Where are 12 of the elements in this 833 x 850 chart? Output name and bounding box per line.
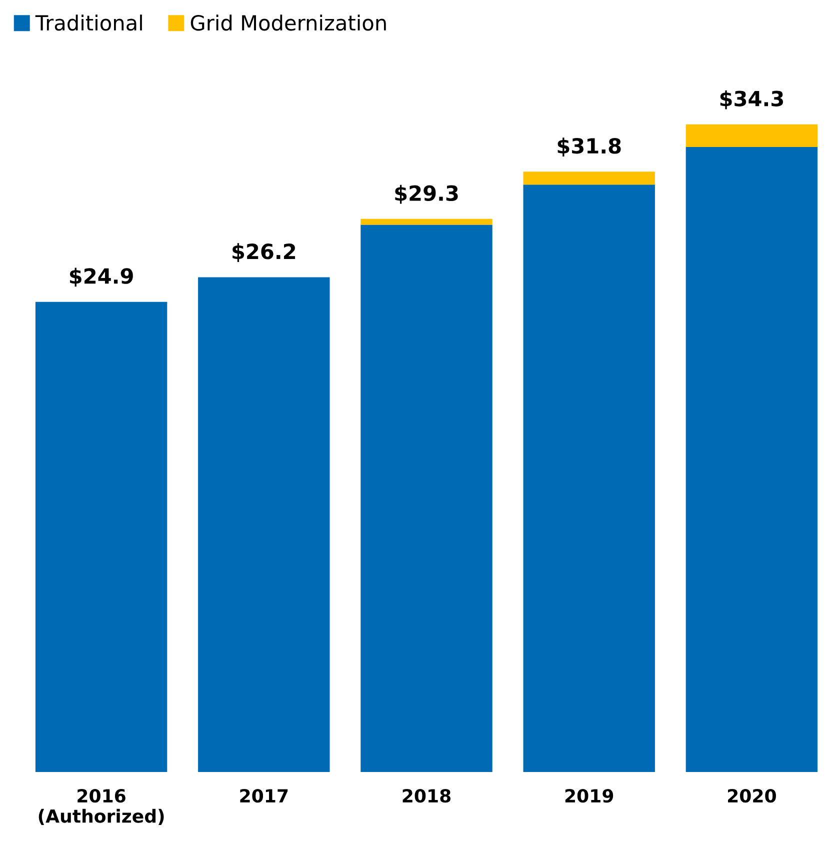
x-tick-label: 2019 <box>565 788 614 803</box>
legend-label: Grid Modernization <box>190 14 386 31</box>
annotation: $31.8 <box>558 138 621 156</box>
x-tick-label: 2017 <box>240 788 288 803</box>
annotation: $24.9 <box>70 268 133 287</box>
x-tick-label: 2018 <box>402 788 451 803</box>
annotation: $26.2 <box>232 243 296 262</box>
x-tick-label: 2020 <box>728 788 776 803</box>
x-tick-label: 2016 (Authorized) <box>38 788 164 825</box>
annotation: $34.3 <box>720 90 783 110</box>
legend-label: Traditional <box>35 14 142 31</box>
annotation: $29.3 <box>395 184 458 204</box>
